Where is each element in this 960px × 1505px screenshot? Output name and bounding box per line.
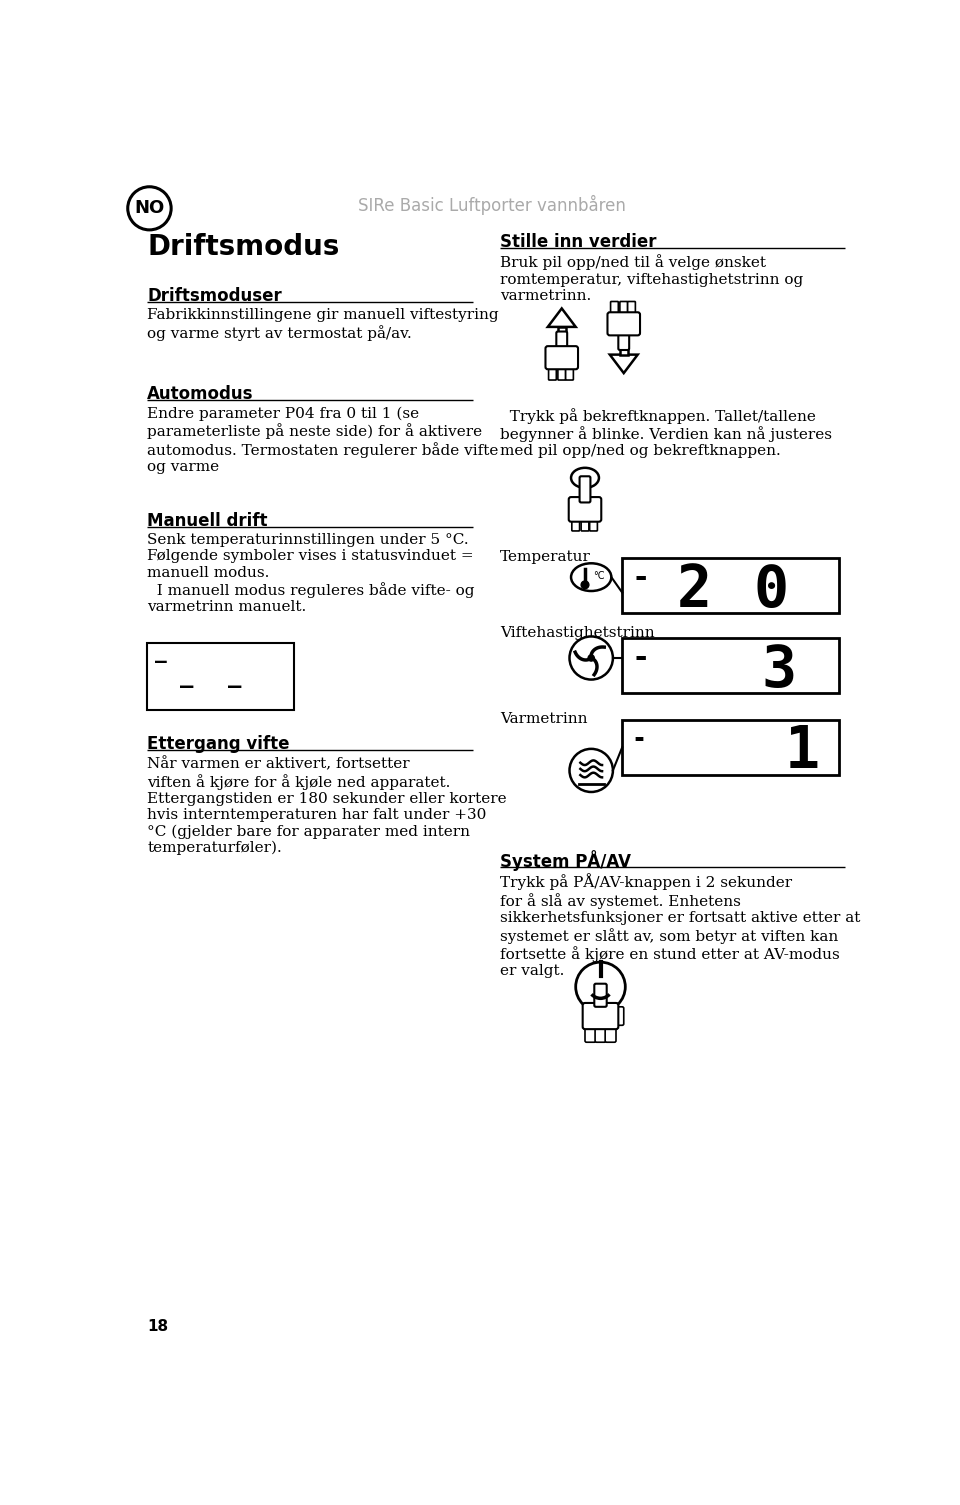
- FancyBboxPatch shape: [595, 1023, 606, 1043]
- Text: NO: NO: [134, 199, 164, 217]
- Text: °C: °C: [592, 570, 604, 581]
- Bar: [558, 327, 565, 333]
- FancyBboxPatch shape: [585, 1023, 596, 1043]
- Text: Bruk pil opp/ned til å velge ønsket
romtemperatur, viftehastighetstrinn og
varme: Bruk pil opp/ned til å velge ønsket romt…: [500, 254, 803, 303]
- Text: –: –: [228, 677, 242, 697]
- Circle shape: [576, 962, 625, 1011]
- Bar: [622, 638, 839, 694]
- Text: Driftsmoduser: Driftsmoduser: [147, 287, 282, 306]
- Bar: [620, 349, 628, 355]
- Text: SIRe Basic Luftporter vannbåren: SIRe Basic Luftporter vannbåren: [358, 194, 626, 215]
- Text: Endre parameter P04 fra 0 til 1 (se
parameterliste på neste side) for å aktivere: Endre parameter P04 fra 0 til 1 (se para…: [147, 406, 498, 474]
- Text: -: -: [632, 564, 650, 593]
- Text: Senk temperaturinnstillingen under 5 °C.
Følgende symboler vises i statusvinduet: Senk temperaturinnstillingen under 5 °C.…: [147, 533, 474, 614]
- Text: Manuell drift: Manuell drift: [147, 512, 268, 530]
- FancyBboxPatch shape: [545, 346, 578, 369]
- FancyBboxPatch shape: [548, 364, 557, 381]
- Bar: [147, 643, 295, 710]
- FancyBboxPatch shape: [628, 301, 636, 318]
- Text: 1: 1: [785, 724, 820, 781]
- Text: 0: 0: [754, 561, 789, 619]
- Bar: [622, 719, 839, 775]
- FancyBboxPatch shape: [620, 301, 628, 318]
- FancyBboxPatch shape: [581, 518, 588, 531]
- FancyBboxPatch shape: [618, 330, 629, 351]
- FancyBboxPatch shape: [605, 1023, 616, 1043]
- Circle shape: [569, 749, 612, 792]
- Text: Stille inn verdier: Stille inn verdier: [500, 233, 657, 251]
- Ellipse shape: [571, 563, 612, 591]
- Text: 18: 18: [147, 1318, 168, 1333]
- Circle shape: [569, 637, 612, 680]
- FancyBboxPatch shape: [583, 1002, 618, 1029]
- Text: Automodus: Automodus: [147, 385, 253, 403]
- Bar: [622, 558, 839, 614]
- Text: Ettergang vifte: Ettergang vifte: [147, 734, 290, 752]
- Text: Trykk på PÅ/AV-knappen i 2 sekunder
for å slå av systemet. Enhetens
sikkerhetsfu: Trykk på PÅ/AV-knappen i 2 sekunder for …: [500, 873, 860, 978]
- Circle shape: [581, 581, 588, 588]
- Text: Trykk på bekreftknappen. Tallet/tallene
begynner å blinke. Verdien kan nå juster: Trykk på bekreftknappen. Tallet/tallene …: [500, 408, 831, 459]
- FancyBboxPatch shape: [557, 331, 567, 352]
- Text: Viftehastighetstrinn: Viftehastighetstrinn: [500, 626, 655, 640]
- FancyBboxPatch shape: [572, 518, 580, 531]
- FancyBboxPatch shape: [568, 497, 601, 522]
- Polygon shape: [548, 309, 576, 327]
- Text: 2: 2: [677, 561, 711, 619]
- Text: Varmetrinn: Varmetrinn: [500, 712, 588, 725]
- Text: System PÅ/AV: System PÅ/AV: [500, 850, 631, 871]
- FancyBboxPatch shape: [611, 301, 618, 318]
- FancyBboxPatch shape: [589, 518, 597, 531]
- Text: Temperatur: Temperatur: [500, 551, 590, 564]
- Text: -: -: [632, 644, 650, 673]
- FancyBboxPatch shape: [608, 312, 640, 336]
- Text: –: –: [180, 677, 193, 697]
- Text: Når varmen er aktivert, fortsetter
viften å kjøre for å kjøle ned apparatet.
Ett: Når varmen er aktivert, fortsetter vifte…: [147, 757, 507, 855]
- FancyBboxPatch shape: [580, 476, 590, 503]
- Text: Driftsmodus: Driftsmodus: [147, 233, 340, 260]
- FancyBboxPatch shape: [565, 364, 573, 381]
- Polygon shape: [610, 355, 637, 373]
- FancyBboxPatch shape: [558, 364, 565, 381]
- FancyBboxPatch shape: [612, 1007, 624, 1025]
- Text: –: –: [155, 652, 167, 671]
- Text: Fabrikkinnstillingene gir manuell viftestyring
og varme styrt av termostat på/av: Fabrikkinnstillingene gir manuell viftes…: [147, 309, 499, 340]
- Text: 3: 3: [761, 641, 797, 698]
- Circle shape: [588, 655, 594, 661]
- Text: -: -: [632, 727, 646, 751]
- FancyBboxPatch shape: [594, 984, 607, 1007]
- Ellipse shape: [571, 468, 599, 488]
